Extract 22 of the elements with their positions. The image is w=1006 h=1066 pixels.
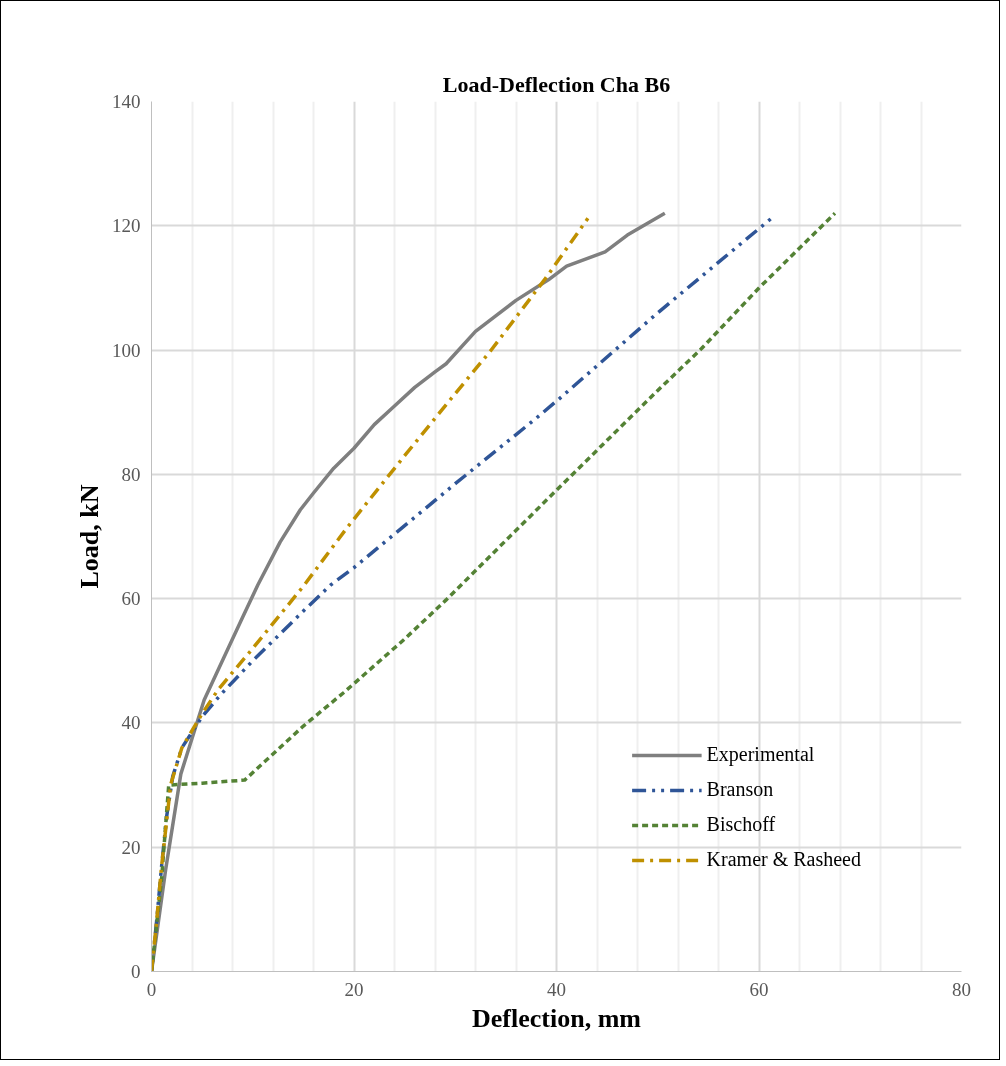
legend-label: Bischoff xyxy=(706,813,776,836)
line-series xyxy=(151,216,590,972)
y-axis-title: Load, kN xyxy=(75,484,104,589)
y-tick-label: 140 xyxy=(112,91,141,112)
x-tick-label: 80 xyxy=(952,978,971,1000)
y-tick-label: 80 xyxy=(121,463,141,485)
x-axis-title: Deflection, mm xyxy=(472,1003,642,1033)
legend-label: Kramer & Rasheed xyxy=(706,848,861,871)
legend-label: Branson xyxy=(706,778,774,801)
line-series xyxy=(151,211,667,972)
y-tick-label: 100 xyxy=(112,339,141,361)
x-tick-label: 40 xyxy=(547,978,566,1000)
legend-label: Experimental xyxy=(706,743,815,766)
y-tick-label: 0 xyxy=(131,961,141,982)
x-tick-label: 20 xyxy=(344,978,364,1000)
chart-title: Load-Deflection Cha B6 xyxy=(442,71,671,97)
y-tick-label: 40 xyxy=(121,712,141,734)
y-tick-label: 120 xyxy=(112,215,141,237)
y-tick-label: 60 xyxy=(121,588,141,610)
y-tick-label: 20 xyxy=(121,836,141,858)
x-tick-label: 60 xyxy=(749,978,769,1000)
x-tick-label: 0 xyxy=(146,978,157,1000)
